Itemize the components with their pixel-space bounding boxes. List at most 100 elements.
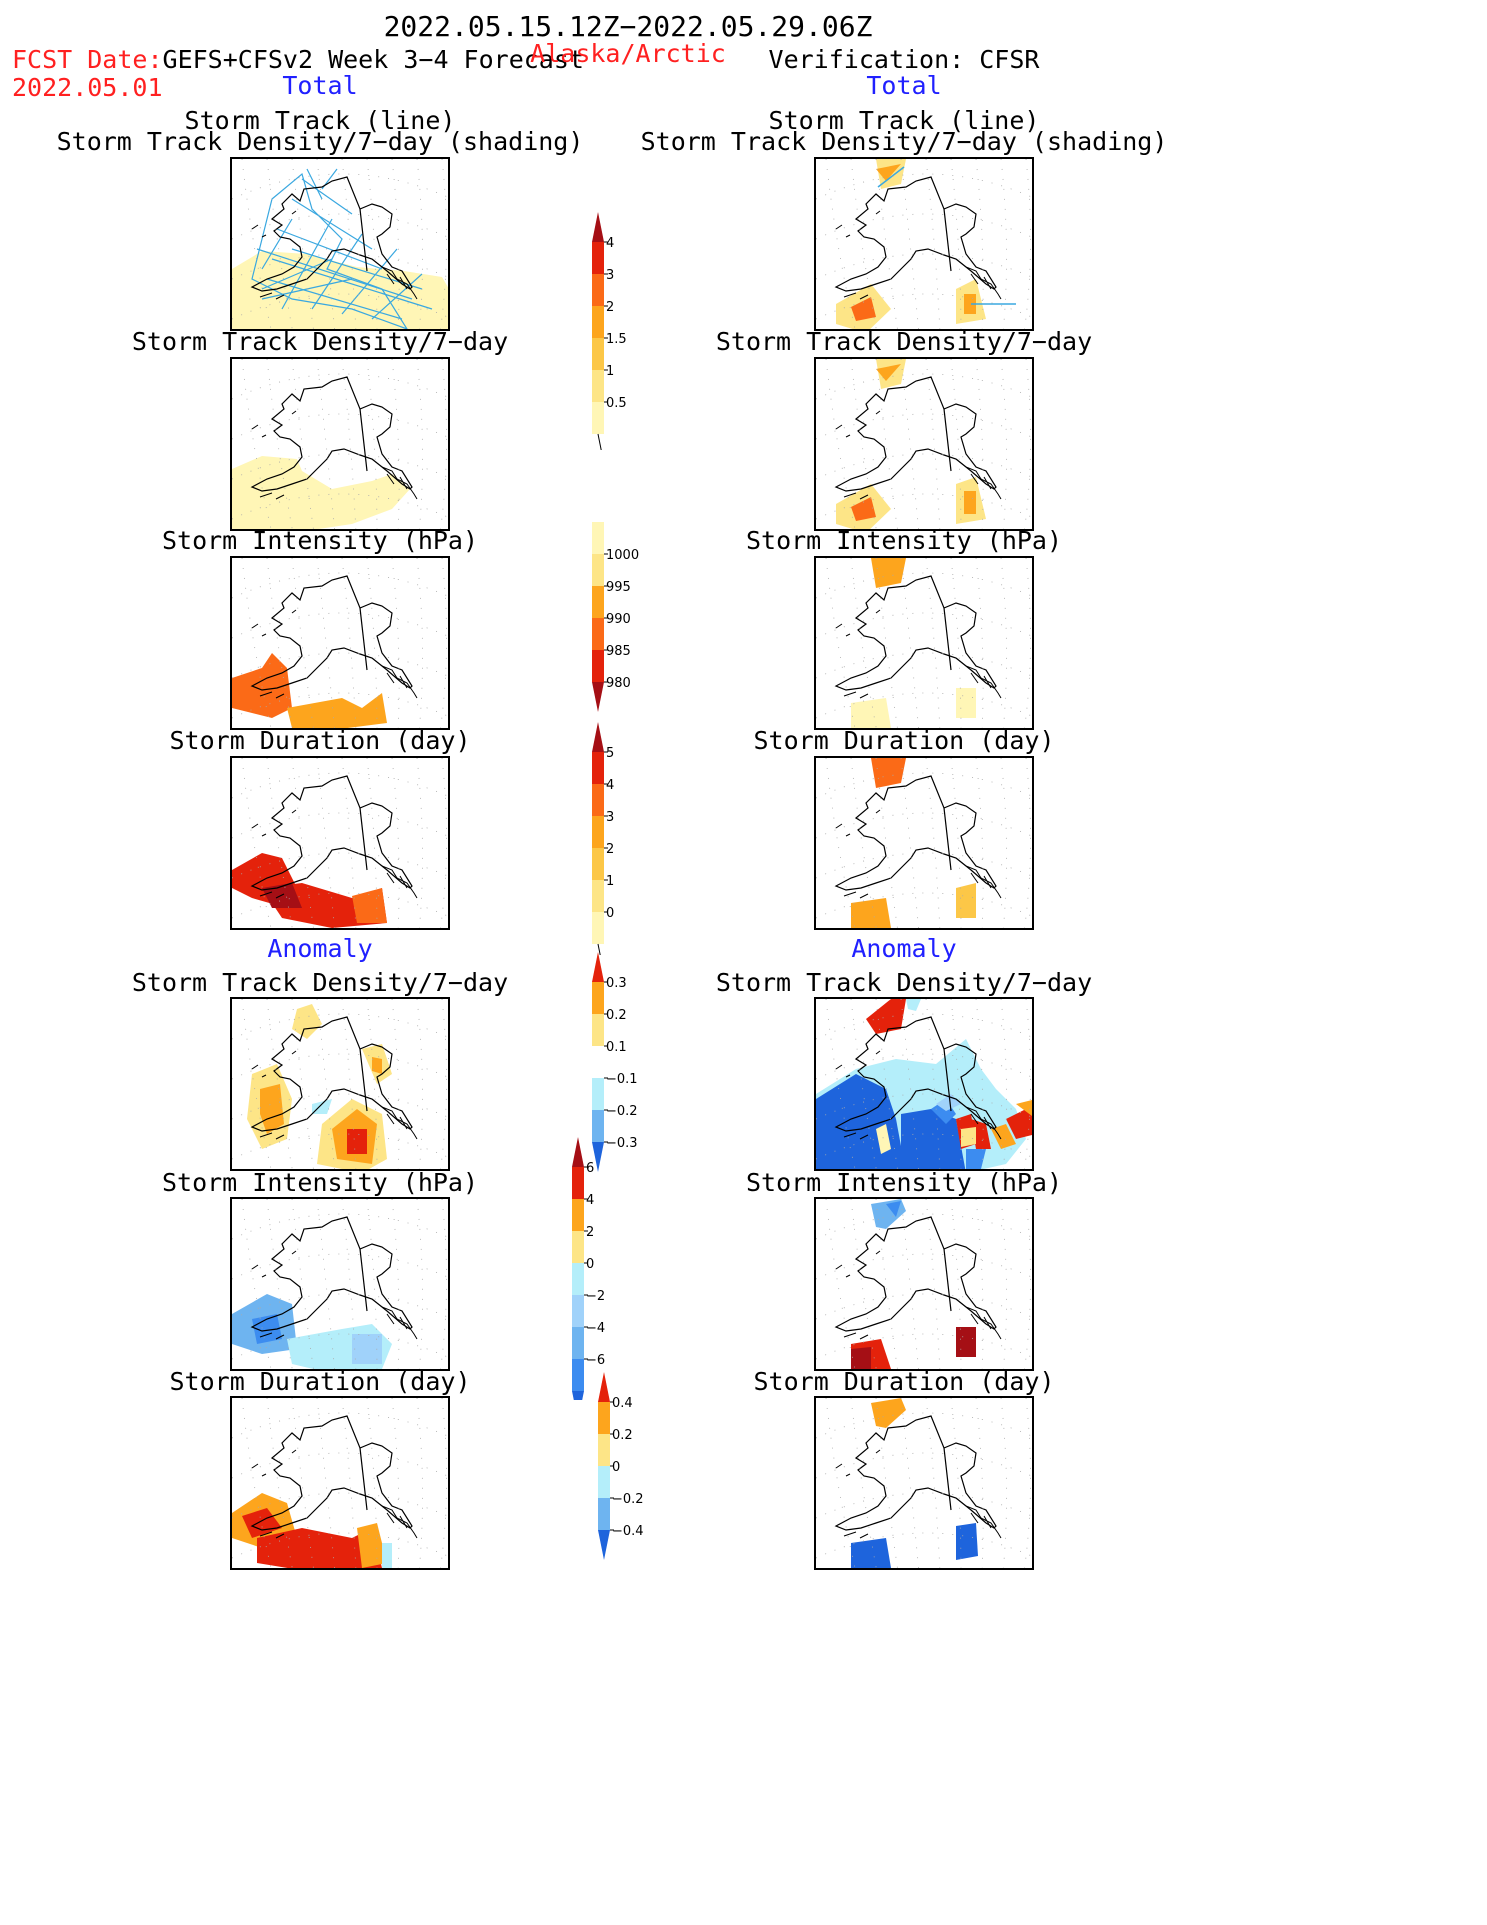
- colorbar-swatch: [592, 1078, 604, 1110]
- colorbar-swatch: [592, 1014, 604, 1046]
- colorbar-duration: 5 4 3 2 1 0: [584, 720, 664, 965]
- colorbar-swatch: [572, 1391, 584, 1421]
- colorbar-swatch: [592, 338, 604, 370]
- colorbar-swatch: [598, 1372, 610, 1402]
- left-intensity-title: Storm Intensity (hPa): [161, 526, 479, 555]
- colorbar-swatch: [592, 370, 604, 402]
- map-forecast-anom-duration: [230, 1396, 450, 1570]
- left-anom-density-title: Storm Track Density/7−day: [131, 968, 509, 997]
- alaska-coastline: [232, 359, 448, 529]
- colorbar-anom-intensity: 6 4 2 0 −2 −4 −6: [564, 1135, 644, 1421]
- left-density-title: Storm Track Density/7−day: [131, 327, 509, 356]
- colorbar-swatch: [598, 1466, 610, 1498]
- colorbar-swatch: [592, 586, 604, 618]
- left-anom-duration-title: Storm Duration (day): [169, 1367, 471, 1396]
- colorbar-tick-label: 2: [586, 1225, 594, 1240]
- colorbar-density: 4 3 2 1.5 1 0.5: [584, 210, 664, 455]
- map-verification-anom-density: [814, 997, 1034, 1171]
- colorbar-swatch: [572, 1231, 584, 1263]
- colorbar-swatch: [592, 274, 604, 306]
- alaska-coastline: [816, 558, 1032, 728]
- colorbar-swatch: [572, 1295, 584, 1327]
- colorbar-swatch: [592, 816, 604, 848]
- colorbar-swatch: [592, 848, 604, 880]
- colorbar-tick-label: 2: [606, 842, 614, 857]
- colorbar-tick-label: 995: [606, 580, 631, 595]
- right-anom-density-title: Storm Track Density/7−day: [715, 968, 1093, 997]
- alaska-coastline: [816, 359, 1032, 529]
- map-forecast-anom-density: [230, 997, 450, 1171]
- alaska-coastline: [232, 758, 448, 928]
- colorbar-tick-label: 0.2: [606, 1008, 627, 1023]
- left-anomaly-label: Anomaly: [267, 934, 373, 963]
- colorbar-tick-label: −0.2: [612, 1492, 644, 1507]
- colorbar-tick-label: 3: [606, 810, 614, 825]
- colorbar-anom-intensity-graphic: 6 4 2 0 −2 −4 −6: [572, 1137, 605, 1421]
- colorbar-tick-label: 0.1: [606, 1040, 627, 1055]
- colorbar-anom-density: 0.3 0.2 0.1 −0.1 −0.2 −0.3: [584, 950, 664, 1194]
- colorbar-tick-label: 0.3: [606, 976, 627, 991]
- colorbar-swatch: [598, 1530, 610, 1560]
- colorbar-swatch: [592, 522, 604, 554]
- colorbar-swatch: [592, 242, 604, 274]
- colorbar-tick-label: −0.1: [606, 1072, 638, 1087]
- fcst-date: 2022.05.01: [12, 73, 163, 102]
- colorbar-swatch: [572, 1199, 584, 1231]
- alaska-coastline: [232, 1398, 448, 1568]
- colorbar-tick-label: −6: [586, 1353, 605, 1368]
- alaska-coastline: [232, 999, 448, 1169]
- left-anom-intensity-title: Storm Intensity (hPa): [161, 1168, 479, 1197]
- colorbar-swatch: [592, 682, 604, 712]
- map-verification-intensity: [814, 556, 1034, 730]
- colorbar-swatch: [592, 752, 604, 784]
- map-forecast-duration: [230, 756, 450, 930]
- map-verification-duration: [814, 756, 1034, 930]
- left-track-line-title: Storm Track (line): [184, 106, 456, 135]
- colorbar-tick-label: 0.4: [612, 1396, 633, 1411]
- colorbar-swatch: [598, 1498, 610, 1530]
- colorbar-swatch: [572, 1167, 584, 1199]
- verification-label: Verification: CFSR: [768, 45, 1040, 74]
- colorbar-swatch: [592, 618, 604, 650]
- colorbar-tick-label: 0.2: [612, 1428, 633, 1443]
- colorbar-swatch: [592, 554, 604, 586]
- colorbar-tick-label: 990: [606, 612, 631, 627]
- right-intensity-title: Storm Intensity (hPa): [745, 526, 1063, 555]
- right-anom-duration-title: Storm Duration (day): [753, 1367, 1055, 1396]
- colorbar-tick-label: 4: [586, 1193, 594, 1208]
- colorbar-tick-label: 0: [612, 1460, 620, 1475]
- colorbar-tick-label: 1000: [606, 548, 639, 563]
- colorbar-swatch: [592, 1110, 604, 1142]
- colorbar-swatch: [592, 1046, 604, 1078]
- colorbar-tick-label: 1: [606, 364, 614, 379]
- left-duration-title: Storm Duration (day): [169, 726, 471, 755]
- right-track-line-title: Storm Track (line): [768, 106, 1040, 135]
- colorbar-swatch: [592, 1142, 604, 1172]
- map-forecast-density: [230, 357, 450, 531]
- map-forecast-track: [230, 157, 450, 331]
- colorbar-tick-label: 4: [606, 236, 614, 251]
- colorbar-tick-label: 1: [606, 874, 614, 889]
- colorbar-density-graphic: 4 3 2 1.5 1 0.5: [592, 212, 627, 455]
- colorbar-intensity-graphic: 1000 995 990 985 980: [592, 522, 639, 712]
- fcst-label: FCST Date:: [12, 45, 163, 74]
- colorbar-tick-label: −2: [586, 1289, 605, 1304]
- map-verification-track: [814, 157, 1034, 331]
- colorbar-swatch: [592, 650, 604, 682]
- right-track-shading-title: Storm Track Density/7−day (shading): [640, 127, 1168, 156]
- colorbar-tick-label: 980: [606, 676, 631, 691]
- left-total-label: Total: [282, 71, 358, 100]
- period-title: 2022.05.15.12Z−2022.05.29.06Z: [383, 10, 873, 43]
- colorbar-swatch: [572, 1327, 584, 1359]
- colorbar-tick-label: 4: [606, 778, 614, 793]
- colorbar-swatch: [592, 982, 604, 1014]
- colorbar-swatch: [572, 1263, 584, 1295]
- right-anom-intensity-title: Storm Intensity (hPa): [745, 1168, 1063, 1197]
- map-verification-anom-intensity: [814, 1197, 1034, 1371]
- map-forecast-intensity: [230, 556, 450, 730]
- alaska-coastline: [816, 999, 1032, 1169]
- colorbar-anom-duration-graphic: 0.4 0.2 0 −0.2 −0.4: [598, 1372, 644, 1560]
- colorbar-swatch: [592, 912, 604, 944]
- colorbar-swatch: [598, 1434, 610, 1466]
- colorbar-tick-label: 985: [606, 644, 631, 659]
